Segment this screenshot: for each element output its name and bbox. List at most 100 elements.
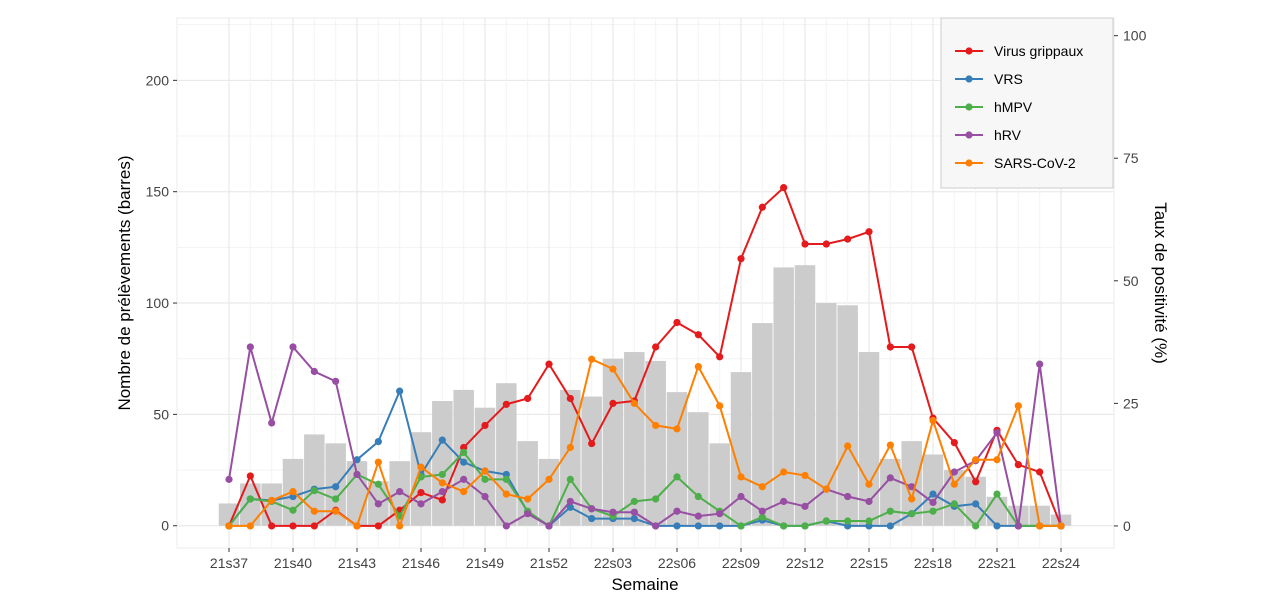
- bar: [858, 352, 880, 526]
- series-point: [374, 480, 382, 488]
- y-left-tick-label: 0: [161, 518, 169, 534]
- series-point: [225, 475, 233, 483]
- x-tick-label: 22s03: [594, 555, 632, 571]
- series-point: [950, 468, 958, 476]
- series-point: [673, 473, 681, 481]
- series-point: [865, 228, 873, 236]
- bar: [880, 458, 901, 526]
- series-point: [694, 512, 702, 520]
- bar: [432, 401, 453, 526]
- series-point: [780, 468, 788, 476]
- bar: [538, 458, 560, 526]
- series-point: [993, 522, 1001, 530]
- series-point: [481, 467, 489, 475]
- series-point: [865, 480, 873, 488]
- lines-layer: [225, 184, 1065, 530]
- series-point: [908, 510, 916, 518]
- series-point: [566, 475, 574, 483]
- series-point: [289, 343, 297, 351]
- series-point: [673, 318, 681, 327]
- series-point: [310, 522, 318, 530]
- bar: [773, 267, 794, 526]
- series-point: [588, 514, 596, 523]
- legend-key-point: [965, 103, 973, 111]
- bar: [453, 389, 474, 526]
- series-point: [566, 497, 574, 506]
- series-point: [460, 475, 468, 483]
- series-point: [844, 442, 852, 450]
- y-left-tick-label: 100: [146, 295, 170, 311]
- x-tick-label: 22s24: [1042, 555, 1080, 571]
- series-point: [417, 488, 425, 497]
- series-point: [716, 353, 724, 361]
- series-point: [780, 522, 788, 530]
- legend-key-point: [965, 131, 973, 139]
- series-point: [460, 458, 468, 466]
- series-point: [652, 421, 660, 430]
- legend-label: hMPV: [994, 99, 1033, 115]
- series-point: [1036, 468, 1044, 476]
- series-point: [438, 436, 446, 444]
- series-point: [950, 500, 958, 508]
- x-tick-label: 21s46: [402, 555, 440, 571]
- series-point: [588, 505, 596, 513]
- series-point: [374, 458, 382, 466]
- series-point: [438, 488, 446, 496]
- series-point: [716, 522, 724, 530]
- series-point: [737, 522, 745, 530]
- series-point: [737, 473, 745, 481]
- series-point: [716, 510, 724, 518]
- series-point: [268, 496, 276, 505]
- series-point: [737, 492, 745, 501]
- series-point: [246, 472, 254, 480]
- series-point: [929, 416, 937, 425]
- series-point: [801, 240, 809, 248]
- series-point: [396, 522, 404, 530]
- series-point: [545, 475, 553, 483]
- series-point: [609, 399, 617, 407]
- series-point: [545, 360, 553, 368]
- series-point: [417, 500, 425, 508]
- bar: [474, 407, 496, 526]
- series-point: [886, 343, 894, 351]
- legend-label: Virus grippaux: [994, 43, 1083, 59]
- bar: [688, 412, 709, 526]
- series-point: [524, 495, 532, 503]
- series-point: [886, 441, 894, 449]
- legend-key-point: [965, 75, 973, 83]
- series-point: [652, 495, 660, 503]
- series-point: [502, 522, 510, 530]
- series-point: [844, 235, 852, 243]
- series-point: [438, 470, 446, 479]
- series-point: [865, 517, 873, 525]
- series-point: [524, 510, 532, 518]
- series-point: [566, 443, 574, 452]
- series-line: [228, 344, 1062, 528]
- bar: [752, 323, 773, 526]
- series-point: [353, 522, 361, 530]
- series-point: [844, 517, 852, 525]
- y-right-tick-label: 25: [1123, 395, 1139, 411]
- series-point: [396, 488, 404, 496]
- legend: Virus grippaux VRS hMPV hRV SARS-CoV-2: [940, 17, 1114, 189]
- series-point: [332, 495, 340, 503]
- bar: [581, 396, 602, 526]
- x-tick-label: 22s18: [914, 555, 952, 571]
- series-point: [353, 456, 361, 464]
- x-tick-label: 22s06: [658, 555, 696, 571]
- x-tick-label: 22s09: [722, 555, 760, 571]
- bar: [496, 383, 517, 526]
- series-point: [673, 425, 681, 433]
- series-point: [225, 522, 233, 530]
- series-point: [353, 470, 361, 479]
- legend-key-point: [965, 47, 973, 55]
- series-point: [630, 399, 638, 407]
- series-point: [652, 343, 660, 351]
- y-axis-left-title: Nombre de prélèvements (barres): [115, 155, 134, 410]
- series-point: [630, 508, 638, 516]
- series-point: [801, 502, 809, 510]
- x-tick-label: 21s40: [274, 555, 312, 571]
- series-point: [332, 507, 340, 515]
- bar: [1029, 505, 1050, 526]
